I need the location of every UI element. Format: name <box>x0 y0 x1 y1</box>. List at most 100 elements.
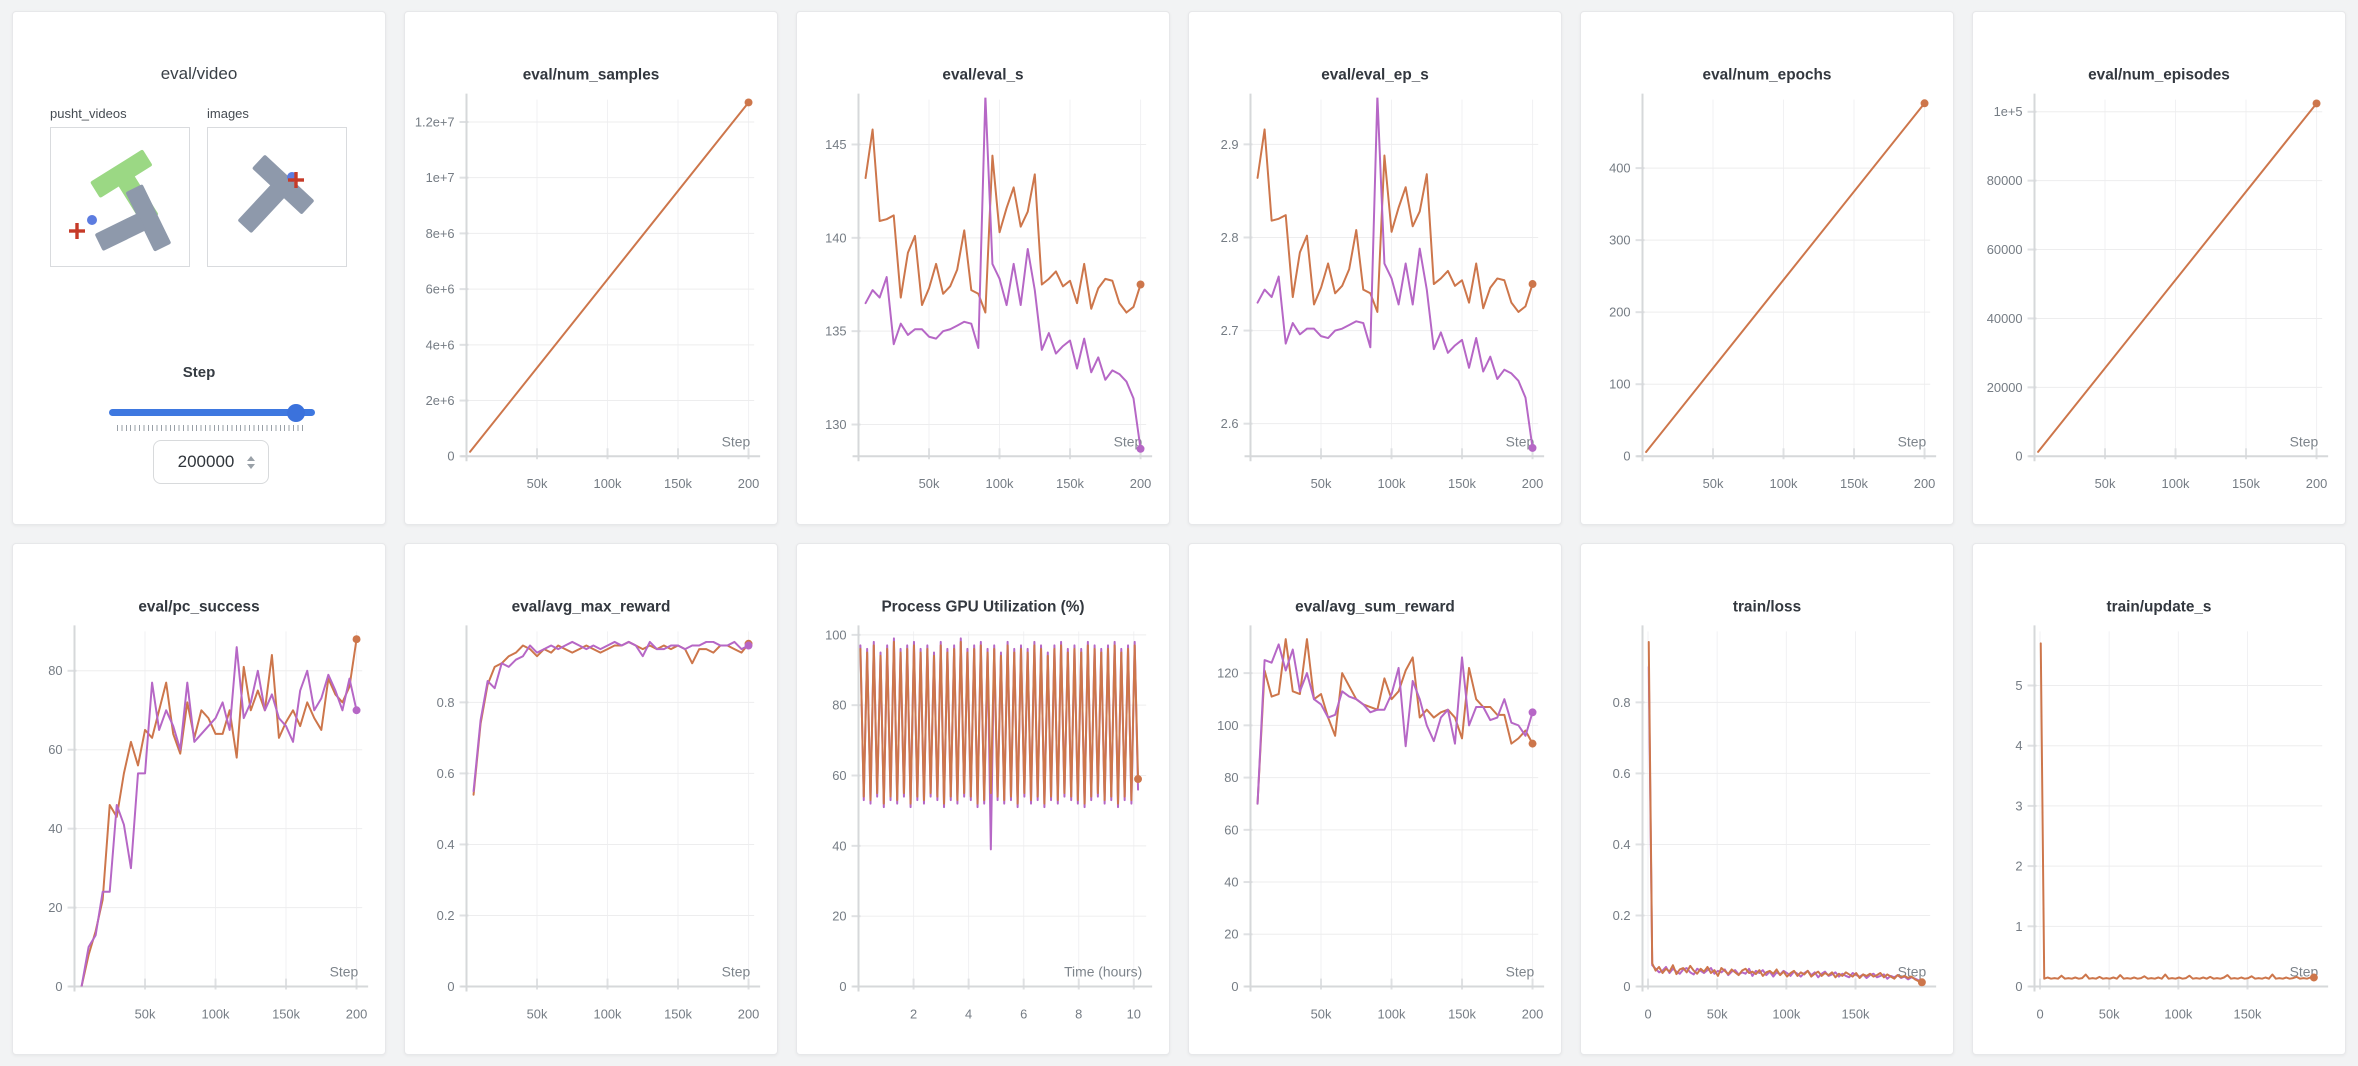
svg-text:Step: Step <box>1114 433 1143 449</box>
chart-eval-avg-max-reward[interactable]: eval/avg_max_reward 50k 100k 150k 200 0 0.2 0.4… <box>405 544 777 1054</box>
svg-text:100: 100 <box>1217 718 1238 733</box>
panel-eval-num-samples: eval/num_samples 50k 100k 150k 200 0 2e+6 4e+6 6… <box>404 11 778 525</box>
panel-eval-eval-ep-s: eval/eval_ep_s 50k 100k 150k 200 2.6 2.7 2.8 2.9… <box>1188 11 1562 525</box>
media-images[interactable]: images <box>207 106 347 267</box>
svg-text:0.8: 0.8 <box>437 695 455 710</box>
svg-text:140: 140 <box>825 230 847 245</box>
svg-text:150k: 150k <box>272 1006 300 1021</box>
svg-text:200: 200 <box>1522 1006 1543 1021</box>
slider-ruler <box>117 425 305 431</box>
svg-text:145: 145 <box>825 137 847 152</box>
images-thumbnail[interactable] <box>207 127 347 267</box>
chart-eval-eval-s[interactable]: eval/eval_s 50k 100k 150k 200 130 135 140 145 Ste… <box>797 12 1169 524</box>
svg-text:0: 0 <box>55 979 62 994</box>
svg-text:0: 0 <box>2015 449 2022 464</box>
svg-text:300: 300 <box>1609 233 1631 248</box>
svg-text:60000: 60000 <box>1987 242 2023 257</box>
chart-train-update-s[interactable]: train/update_s 0 50k 100k 150k 0 1 2 3 4 5 Step <box>1973 544 2345 1054</box>
svg-text:8: 8 <box>1075 1006 1082 1021</box>
step-input-box[interactable] <box>153 440 269 484</box>
svg-text:0.6: 0.6 <box>437 766 455 781</box>
svg-text:100k: 100k <box>986 476 1014 491</box>
svg-text:0: 0 <box>2036 1006 2043 1021</box>
svg-text:50k: 50k <box>2095 476 2116 491</box>
svg-text:20: 20 <box>1224 927 1238 942</box>
svg-text:50k: 50k <box>1311 476 1332 491</box>
svg-text:60: 60 <box>1224 822 1238 837</box>
svg-text:150k: 150k <box>1448 1006 1476 1021</box>
svg-text:0: 0 <box>1623 449 1630 464</box>
svg-text:50k: 50k <box>527 1006 548 1021</box>
svg-text:100k: 100k <box>2164 1006 2192 1021</box>
chart-train-loss[interactable]: train/loss 0 50k 100k 150k 0 0.2 0.4 0.6 0.8 Step <box>1581 544 1953 1054</box>
svg-text:100k: 100k <box>1770 476 1798 491</box>
svg-text:150k: 150k <box>1842 1006 1870 1021</box>
chart-eval-num-episodes[interactable]: eval/num_episodes 50k 100k 150k 200 0 20000 400… <box>1973 12 2345 524</box>
svg-text:150k: 150k <box>664 476 692 491</box>
svg-text:train/loss: train/loss <box>1733 598 1801 615</box>
slider-thumb[interactable] <box>287 404 305 422</box>
svg-text:eval/avg_sum_reward: eval/avg_sum_reward <box>1295 598 1455 615</box>
svg-text:2.9: 2.9 <box>1221 137 1239 152</box>
svg-text:100k: 100k <box>2162 476 2190 491</box>
svg-text:20: 20 <box>832 909 846 924</box>
svg-text:80: 80 <box>832 698 846 713</box>
svg-text:200: 200 <box>2306 476 2328 491</box>
goal-cross-icon <box>288 172 304 188</box>
svg-text:eval/eval_ep_s: eval/eval_ep_s <box>1321 67 1429 84</box>
step-input[interactable] <box>167 451 245 473</box>
chart-eval-pc-success[interactable]: eval/pc_success 50k 100k 150k 200 0 20 40 60 80 St… <box>13 544 385 1054</box>
chevron-up-icon[interactable] <box>247 455 255 461</box>
panel-train-loss: train/loss 0 50k 100k 150k 0 0.2 0.4 0.6 0.8 Step <box>1580 543 1954 1055</box>
svg-text:100k: 100k <box>594 1006 622 1021</box>
svg-text:6: 6 <box>1020 1006 1027 1021</box>
svg-text:3: 3 <box>2015 798 2022 813</box>
svg-text:80000: 80000 <box>1987 173 2023 188</box>
svg-text:0.2: 0.2 <box>437 908 455 923</box>
svg-text:150k: 150k <box>664 1006 692 1021</box>
svg-text:200: 200 <box>1914 476 1936 491</box>
svg-text:Process GPU Utilization (%): Process GPU Utilization (%) <box>881 598 1084 615</box>
media-caption: images <box>207 106 249 121</box>
media-pusht-videos[interactable]: pusht_videos <box>50 106 190 267</box>
svg-text:200: 200 <box>1522 476 1544 491</box>
images-scene-graphic <box>238 155 314 233</box>
svg-text:400: 400 <box>1609 161 1631 176</box>
svg-text:100k: 100k <box>594 476 622 491</box>
chart-eval-num-epochs[interactable]: eval/num_epochs 50k 100k 150k 200 0 100 200 300 4… <box>1581 12 1953 524</box>
svg-text:2.7: 2.7 <box>1221 323 1239 338</box>
video-panel-title: eval/video <box>160 64 238 83</box>
svg-text:120: 120 <box>1217 666 1238 681</box>
svg-text:20: 20 <box>48 900 62 915</box>
svg-text:2e+6: 2e+6 <box>426 393 455 408</box>
svg-text:Step: Step <box>1898 433 1927 449</box>
svg-text:Step: Step <box>722 433 751 449</box>
svg-text:Time (hours): Time (hours) <box>1064 964 1142 980</box>
svg-text:Step: Step <box>330 964 359 980</box>
svg-text:0: 0 <box>447 979 454 994</box>
panel-eval-num-episodes: eval/num_episodes 50k 100k 150k 200 0 20000 400… <box>1972 11 2346 525</box>
svg-text:130: 130 <box>825 417 847 432</box>
pusht-scene-graphic <box>69 149 171 252</box>
svg-text:200: 200 <box>1130 476 1152 491</box>
gray-t-block <box>238 155 314 233</box>
svg-text:150k: 150k <box>1840 476 1868 491</box>
chart-eval-num-samples[interactable]: eval/num_samples 50k 100k 150k 200 0 2e+6 4e+6 6… <box>405 12 777 524</box>
svg-text:5: 5 <box>2015 678 2022 693</box>
svg-text:eval/avg_max_reward: eval/avg_max_reward <box>512 598 671 615</box>
svg-text:150k: 150k <box>2234 1006 2262 1021</box>
chart-gpu-utilization[interactable]: Process GPU Utilization (%) 2 4 6 8 10 0 20 40 60… <box>797 544 1169 1054</box>
chart-eval-avg-sum-reward[interactable]: eval/avg_sum_reward 50k 100k 150k 200 0 20 40 60… <box>1189 544 1561 1054</box>
svg-text:200: 200 <box>346 1006 367 1021</box>
step-slider[interactable] <box>109 404 315 422</box>
goal-cross-icon <box>69 223 85 239</box>
stepper-arrows[interactable] <box>247 455 255 469</box>
chevron-down-icon[interactable] <box>247 463 255 469</box>
slider-track[interactable] <box>109 409 315 416</box>
svg-text:Step: Step <box>722 964 751 980</box>
svg-text:0: 0 <box>1623 979 1630 994</box>
svg-text:10: 10 <box>1127 1006 1141 1021</box>
pusht-video-thumbnail[interactable] <box>50 127 190 267</box>
video-media-row: pusht_videos <box>50 106 347 267</box>
chart-eval-eval-ep-s[interactable]: eval/eval_ep_s 50k 100k 150k 200 2.6 2.7 2.8 2.9… <box>1189 12 1561 524</box>
